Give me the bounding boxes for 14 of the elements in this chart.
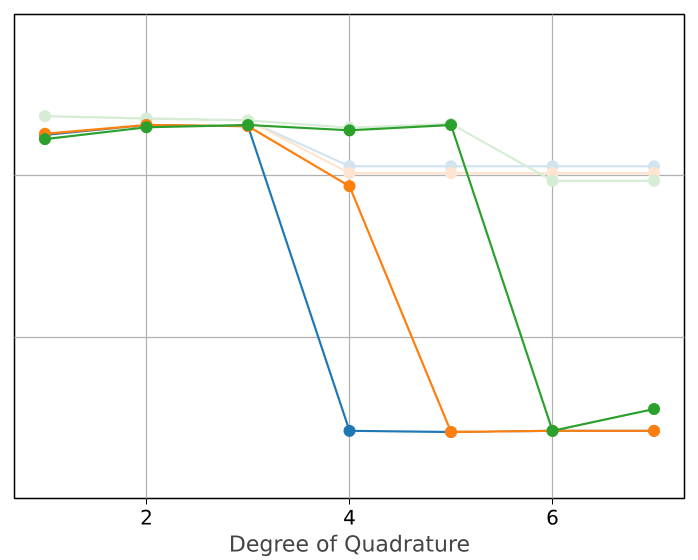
point: [546, 174, 559, 187]
point: [344, 180, 356, 192]
point: [648, 403, 660, 416]
point: [344, 167, 356, 180]
x-axis-title: Degree of Quadrature: [228, 532, 470, 558]
point: [140, 121, 152, 134]
point: [445, 167, 458, 180]
point: [38, 133, 51, 146]
point: [344, 424, 356, 437]
x-tick-label: 2: [140, 506, 153, 530]
x-tick-label: 4: [343, 506, 356, 530]
point: [344, 124, 356, 136]
point: [648, 174, 660, 187]
x-tick-label: 6: [546, 506, 559, 530]
